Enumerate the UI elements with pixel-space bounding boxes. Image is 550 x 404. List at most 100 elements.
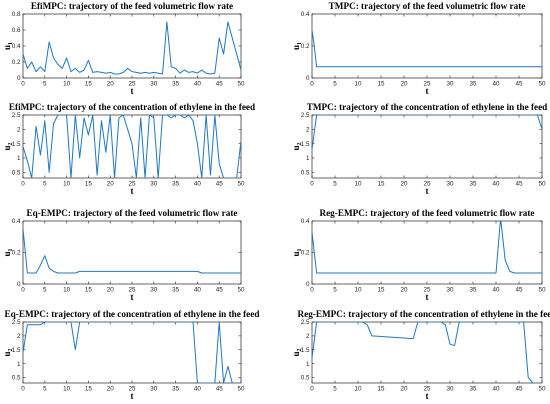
x-tick-label: 40 — [194, 386, 202, 393]
x-tick-label: 0 — [21, 81, 25, 88]
y-tick-label: 2.5 — [12, 112, 21, 119]
x-tick-label: 10 — [354, 181, 362, 188]
x-tick-label: 10 — [354, 81, 362, 88]
y-axis-label: u1 — [291, 42, 303, 50]
y-axis-label: u2 — [2, 142, 14, 150]
x-tick-label: 15 — [85, 386, 93, 393]
chart-panel-7: Eq-EMPC: trajectory of the concentration… — [2, 309, 259, 401]
chart-title: EfiMPC: trajectory of the feed volumetri… — [31, 1, 233, 11]
y-axis-label: u1 — [291, 248, 303, 256]
y-axis-label-subscript: 1 — [8, 248, 14, 251]
y-tick-label: 1 — [306, 155, 310, 162]
y-tick-label: 0.5 — [12, 375, 21, 382]
x-tick-label: 45 — [515, 181, 523, 188]
y-tick-label: 0.6 — [12, 27, 21, 34]
x-tick-label: 35 — [469, 287, 477, 294]
chart-title: TMPC: trajectory of the feed volumetric … — [329, 1, 526, 11]
series-line-1 — [23, 228, 241, 274]
y-tick-label: 1 — [17, 155, 21, 162]
x-tick-label: 45 — [515, 81, 523, 88]
x-tick-label: 20 — [107, 81, 115, 88]
axes-box — [311, 13, 543, 79]
x-tick-label: 30 — [446, 287, 454, 294]
y-tick-label: 0.4 — [301, 11, 310, 18]
x-tick-label: 15 — [85, 287, 93, 294]
y-axis-label-base: u — [2, 45, 12, 50]
y-tick-label: 0.5 — [12, 169, 21, 176]
y-tick-label: 0 — [17, 75, 21, 82]
x-tick-label: 5 — [333, 386, 337, 393]
y-tick-label: 0 — [306, 281, 310, 288]
x-tick-label: 10 — [63, 181, 71, 188]
x-tick-label: 30 — [446, 181, 454, 188]
x-tick-label: 0 — [310, 386, 314, 393]
y-tick-label: 0.4 — [12, 218, 21, 225]
y-tick-label: 0 — [17, 281, 21, 288]
y-tick-label: 1.5 — [12, 141, 21, 148]
x-axis-label: t — [131, 186, 134, 196]
x-tick-label: 35 — [172, 181, 180, 188]
y-tick-label: 0.8 — [12, 11, 21, 18]
y-axis-label-subscript: 1 — [8, 42, 14, 45]
y-tick-label: 2 — [306, 333, 310, 340]
x-tick-label: 10 — [63, 81, 71, 88]
x-tick-label: 15 — [85, 181, 93, 188]
x-tick-label: 10 — [354, 386, 362, 393]
series-line-1 — [312, 115, 542, 150]
y-tick-label: 1.5 — [12, 347, 21, 354]
x-tick-label: 40 — [194, 181, 202, 188]
x-tick-label: 0 — [310, 181, 314, 188]
x-tick-label: 5 — [333, 81, 337, 88]
y-tick-label: 2 — [17, 333, 21, 340]
x-tick-label: 35 — [469, 81, 477, 88]
y-axis-label: u2 — [2, 348, 14, 356]
y-axis-label-subscript: 2 — [8, 142, 14, 145]
y-tick-label: 0.4 — [301, 218, 310, 225]
chart-title: Eq-EMPC: trajectory of the concentration… — [5, 309, 260, 319]
axes-box — [311, 321, 543, 384]
axes-box — [311, 220, 543, 285]
x-axis-label: t — [426, 391, 429, 401]
x-tick-label: 50 — [237, 181, 245, 188]
x-tick-label: 5 — [333, 181, 337, 188]
x-tick-label: 30 — [446, 386, 454, 393]
x-tick-label: 5 — [333, 287, 337, 294]
x-tick-label: 20 — [400, 386, 408, 393]
y-tick-label: 2 — [306, 127, 310, 134]
x-tick-label: 30 — [150, 181, 158, 188]
x-tick-label: 25 — [128, 81, 136, 88]
x-tick-label: 50 — [538, 181, 546, 188]
x-tick-label: 35 — [172, 81, 180, 88]
x-tick-label: 0 — [21, 181, 25, 188]
chart-panel-5: Eq-EMPC: trajectory of the feed volumetr… — [2, 208, 245, 302]
series-line-1 — [23, 21, 241, 75]
y-tick-label: 0 — [306, 75, 310, 82]
y-axis-label-base: u — [291, 45, 301, 50]
x-axis-label: t — [131, 292, 134, 302]
x-tick-label: 45 — [216, 81, 224, 88]
x-tick-label: 35 — [172, 386, 180, 393]
y-tick-label: 2.5 — [12, 319, 21, 326]
x-tick-label: 35 — [469, 181, 477, 188]
x-tick-label: 45 — [216, 386, 224, 393]
x-tick-label: 25 — [423, 287, 431, 294]
chart-panel-6: Reg-EMPC: trajectory of the feed volumet… — [291, 208, 546, 302]
x-tick-label: 15 — [85, 81, 93, 88]
x-tick-label: 0 — [21, 386, 25, 393]
x-tick-label: 50 — [237, 386, 245, 393]
x-tick-label: 20 — [400, 287, 408, 294]
axes-box — [311, 114, 543, 179]
x-tick-label: 5 — [43, 181, 47, 188]
series-line-1 — [312, 29, 542, 68]
y-axis-label: u2 — [291, 348, 303, 356]
y-tick-label: 1.5 — [301, 347, 310, 354]
y-axis-label-subscript: 1 — [297, 42, 303, 45]
x-tick-label: 20 — [107, 386, 115, 393]
x-tick-label: 15 — [377, 386, 385, 393]
chart-panel-3: EfiMPC: trajectory of the concentration … — [2, 102, 255, 196]
x-tick-label: 10 — [63, 386, 71, 393]
y-axis-label-subscript: 2 — [297, 142, 303, 145]
x-tick-label: 0 — [310, 81, 314, 88]
y-axis-label-base: u — [291, 351, 301, 356]
axes-box — [22, 13, 242, 79]
